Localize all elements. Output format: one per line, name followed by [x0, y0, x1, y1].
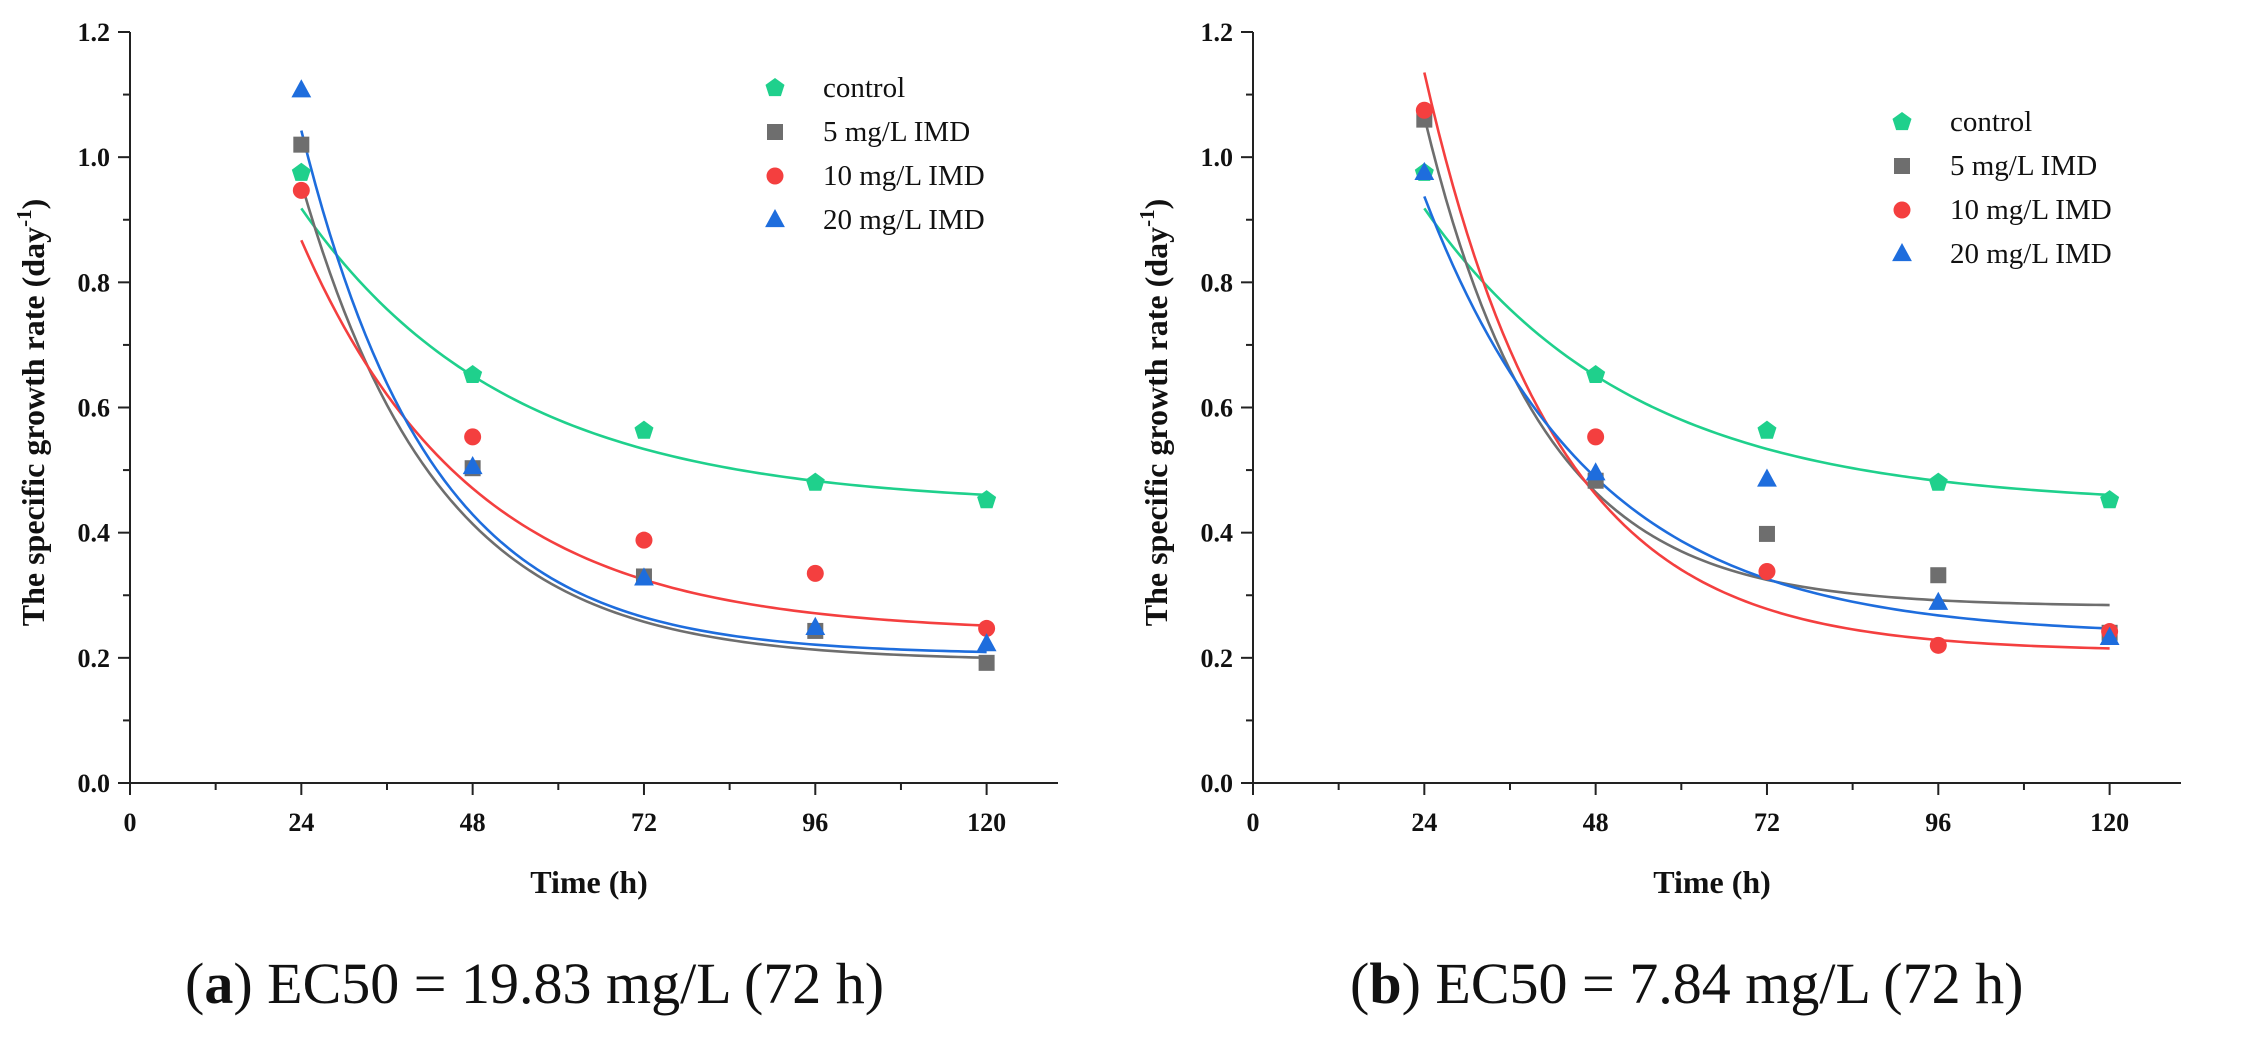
- panel-b-point-control: [1928, 472, 1948, 491]
- panel-a-fit-line-20-mg-l-imd: [300, 130, 987, 654]
- panel-a-y-axis-label-end: ): [15, 199, 51, 210]
- panel-b-legend-label-control: control: [1950, 106, 2032, 138]
- panel-a-legend-label-5-mg-l-imd: 5 mg/L IMD: [823, 116, 970, 148]
- panel-b-point-control: [1586, 364, 1606, 384]
- panel-a-point-control: [977, 490, 997, 509]
- panel-a-y-tick-label: 0.0: [78, 769, 111, 798]
- panel-a-y-tick-label: 0.4: [78, 519, 111, 548]
- panel-a-point-control: [634, 420, 654, 439]
- panel-a-y-axis-label-sup: -1: [12, 209, 36, 227]
- chart-panel-b: 0.0 0.2 0.4 0.6 0.8 1.0 1.2 0 24 48 72 96 120 Time (h…: [1135, 18, 2181, 900]
- caption-a: (a) EC50 = 19.83 mg/L (72 h): [185, 951, 885, 1016]
- panel-b-legend-marker-control: [1892, 112, 1912, 131]
- panel-a-y-axis-label: The specific growth rate (day-1): [12, 199, 51, 627]
- panel-b-legend-label-5-mg-l-imd: 5 mg/L IMD: [1950, 150, 2097, 182]
- panel-b-point-20-mg-l-imd: [1585, 462, 1606, 481]
- panel-a-point-5-mg-l-imd: [978, 654, 995, 671]
- panel-a-legend-label-control: control: [823, 72, 905, 104]
- caption-b: (b) EC50 = 7.84 mg/L (72 h): [1350, 951, 2024, 1016]
- panel-a-y-tick-label: 1.0: [78, 143, 111, 172]
- panel-a-point-control: [291, 162, 311, 181]
- panel-a-point-10-mg-l-imd: [978, 619, 996, 637]
- panel-b-point-20-mg-l-imd: [1757, 468, 1777, 487]
- panel-b-y-tick-label: 0.4: [1201, 519, 1234, 548]
- panel-b-x-tick-label: 24: [1411, 808, 1437, 837]
- caption-b-label: b: [1369, 951, 1402, 1016]
- panel-a-point-control: [805, 472, 825, 491]
- panel-a-legend-marker-control: [765, 78, 785, 97]
- caption-b-text: EC50 = 7.84 mg/L (72 h): [1435, 951, 2024, 1016]
- panel-b-point-10-mg-l-imd: [1587, 428, 1605, 446]
- panel-b-legend-label-10-mg-l-imd: 10 mg/L IMD: [1950, 194, 2112, 226]
- panel-b-y-axis-label: The specific growth rate (day-1): [1135, 199, 1174, 627]
- panel-b-x-axis-label: Time (h): [1653, 864, 1771, 900]
- panel-b-point-20-mg-l-imd: [1414, 161, 1435, 180]
- panel-a-x-axis-label: Time (h): [530, 864, 648, 900]
- panel-b-y-axis-label-main: The specific growth rate (day: [1138, 227, 1174, 626]
- panel-a-x-tick-label: 72: [631, 808, 657, 837]
- panel-b-x-tick-label: 0: [1247, 808, 1260, 837]
- panel-a-y-axis-label-main: The specific growth rate (day: [15, 227, 51, 626]
- panel-b-x-tick-label: 48: [1583, 808, 1609, 837]
- panel-a-fit-line-control: [300, 207, 987, 497]
- panel-a-y-tick-label: 0.6: [78, 394, 111, 423]
- panel-a-point-control: [463, 364, 483, 384]
- panel-b-point-control: [2100, 490, 2120, 509]
- panel-b-point-10-mg-l-imd: [1929, 636, 1947, 654]
- panel-a-x-tick-label: 24: [288, 808, 314, 837]
- panel-a-point-10-mg-l-imd: [635, 531, 653, 549]
- panel-b-y-axis-label-sup: -1: [1135, 209, 1159, 227]
- caption-a-text: EC50 = 19.83 mg/L (72 h): [267, 951, 885, 1016]
- panel-b-point-10-mg-l-imd: [1415, 101, 1433, 119]
- panel-a-legend-marker-10-mg-l-imd: [766, 167, 784, 185]
- panel-b-fit-line-control: [1423, 207, 2110, 497]
- panel-a-legend-marker-5-mg-l-imd: [767, 124, 783, 140]
- panel-b-x-tick-label: 120: [2090, 808, 2129, 837]
- panel-a-legend-marker-20-mg-l-imd: [765, 209, 785, 228]
- panel-a-point-10-mg-l-imd: [292, 181, 310, 199]
- panel-a-legend-label-10-mg-l-imd: 10 mg/L IMD: [823, 160, 985, 192]
- panel-a-point-10-mg-l-imd: [806, 564, 824, 582]
- panel-b-fit-line-10-mg-l-imd: [1423, 72, 2110, 650]
- panel-b-y-tick-label: 1.2: [1201, 18, 1234, 47]
- panel-a-point-10-mg-l-imd: [464, 428, 482, 446]
- panel-a-point-20-mg-l-imd: [976, 633, 997, 652]
- panel-a-x-tick-label: 96: [802, 808, 828, 837]
- panel-b-point-5-mg-l-imd: [1930, 567, 1947, 584]
- panel-a-x-tick-label: 0: [124, 808, 137, 837]
- panel-a-point-20-mg-l-imd: [462, 455, 483, 475]
- panel-b-y-tick-label: 0.8: [1201, 268, 1234, 297]
- panel-b-x-tick-label: 72: [1754, 808, 1780, 837]
- panel-a-x-tick-label: 120: [967, 808, 1006, 837]
- panel-b-legend-label-20-mg-l-imd: 20 mg/L IMD: [1950, 238, 2112, 270]
- panel-b-y-axis-label-end: ): [1138, 199, 1174, 210]
- caption-a-label: a: [204, 951, 234, 1016]
- panel-a-y-tick-label: 0.2: [78, 644, 111, 673]
- panel-a-point-5-mg-l-imd: [293, 136, 310, 153]
- panel-a-point-20-mg-l-imd: [634, 567, 654, 586]
- panel-a-point-20-mg-l-imd: [291, 79, 312, 98]
- panel-a-point-20-mg-l-imd: [805, 616, 826, 635]
- panel-b-legend-marker-20-mg-l-imd: [1892, 243, 1912, 262]
- panel-b-point-control: [1757, 420, 1777, 439]
- panel-b-point-20-mg-l-imd: [1928, 591, 1949, 610]
- panel-b-y-tick-label: 0.2: [1201, 644, 1234, 673]
- panel-a-y-tick-label: 0.8: [78, 268, 111, 297]
- panel-b-y-tick-label: 0.6: [1201, 394, 1234, 423]
- panel-b-y-tick-label: 0.0: [1201, 769, 1234, 798]
- panel-b-legend-marker-10-mg-l-imd: [1893, 201, 1911, 219]
- panel-a-legend-label-20-mg-l-imd: 20 mg/L IMD: [823, 204, 985, 236]
- chart-panel-a: 0.0 0.2 0.4 0.6 0.8 1.0 1.2 0 24 48 72 96 120 Time (h…: [12, 18, 1058, 900]
- panel-b-point-5-mg-l-imd: [1758, 525, 1775, 542]
- panel-a-x-tick-label: 48: [460, 808, 486, 837]
- panel-b-legend-marker-5-mg-l-imd: [1894, 158, 1910, 174]
- panel-a-y-tick-label: 1.2: [78, 18, 111, 47]
- panel-b-x-tick-label: 96: [1925, 808, 1951, 837]
- panel-a-fit-line-5-mg-l-imd: [300, 182, 987, 660]
- panel-b-y-tick-label: 1.0: [1201, 143, 1234, 172]
- panel-b-point-10-mg-l-imd: [1758, 562, 1776, 580]
- panel-b-point-20-mg-l-imd: [2099, 626, 2120, 645]
